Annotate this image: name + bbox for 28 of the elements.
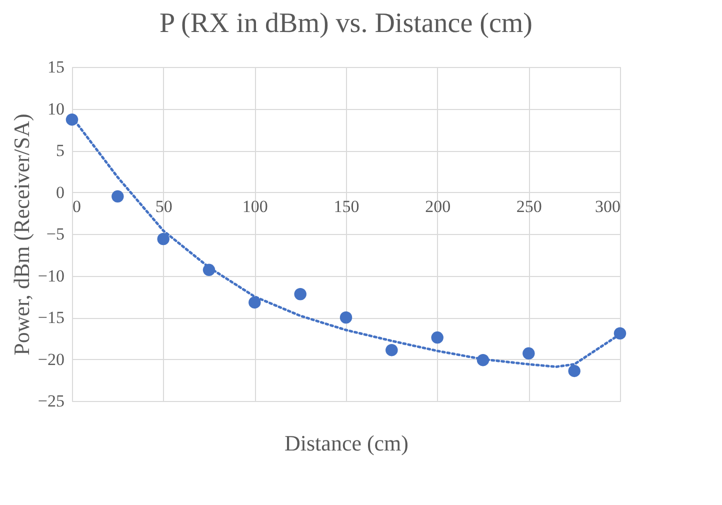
point	[568, 364, 580, 378]
x-tick-label: 250	[516, 196, 542, 216]
x-tick-label: 200	[425, 196, 451, 216]
y-tick-label: −5	[46, 224, 64, 244]
y-tick-label: −10	[38, 266, 64, 286]
point	[157, 232, 170, 246]
x-tick-label: 50	[155, 196, 172, 216]
point	[294, 288, 306, 300]
y-tick-label: 10	[48, 99, 64, 118]
point	[112, 190, 124, 203]
x-tick-label: 0	[72, 196, 81, 216]
y-tick-label: 0	[56, 182, 64, 202]
x-tick-label: 100	[242, 196, 268, 216]
x-tick-label: 150	[334, 196, 360, 216]
chart-title: P (RX in dBm) vs. Distance (cm)	[159, 8, 533, 39]
point	[248, 296, 261, 309]
y-axis-title: Power, dBm (Receiver/SA)	[8, 114, 34, 356]
point	[431, 331, 444, 344]
y-tick-label: 15	[48, 58, 64, 76]
y-tick-label: −25	[38, 392, 64, 410]
y-tick-label: 5	[56, 141, 64, 160]
x-axis-title: Distance (cm)	[284, 430, 408, 456]
point	[522, 347, 535, 360]
x-tick-label: 300	[595, 196, 620, 216]
point	[340, 311, 352, 324]
point	[386, 344, 398, 356]
y-tick-label: −15	[38, 308, 64, 327]
y-tick-label: −20	[38, 350, 64, 369]
